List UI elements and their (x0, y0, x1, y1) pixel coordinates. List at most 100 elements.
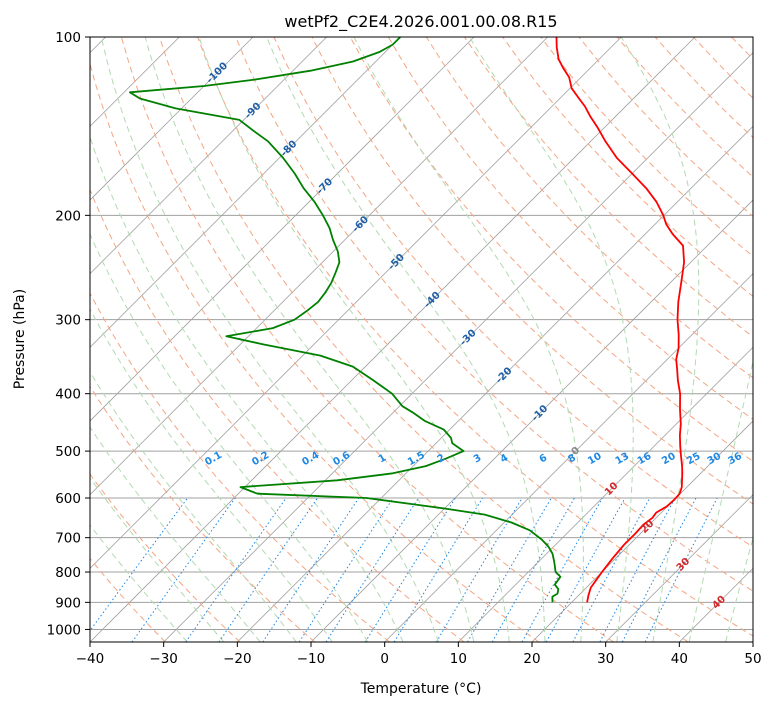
mixing-ratio-label: 20 (660, 451, 678, 468)
mixing-ratio-label: 4 (499, 453, 511, 466)
moist-adiabat (353, 37, 584, 642)
mixing-ratio-line (218, 497, 318, 642)
mixing-ratio-line (131, 497, 236, 642)
moist-adiabat (688, 358, 753, 642)
mixing-ratio-line (467, 497, 552, 642)
data-layer (129, 37, 685, 603)
y-tick-label: 500 (55, 444, 81, 460)
mixing-ratio-line (298, 497, 394, 642)
dry-adiabat (464, 37, 753, 338)
isotherm-line (458, 346, 753, 642)
isotherm-label: 40 (711, 594, 729, 612)
mixing-ratio-label: 10 (586, 451, 604, 468)
y-tick-label: 700 (55, 531, 81, 547)
mixing-ratio-line (435, 497, 523, 642)
isotherm-line (90, 37, 475, 422)
dry-adiabat (90, 188, 465, 642)
dry-adiabat (235, 37, 753, 592)
moist-adiabat (90, 426, 261, 642)
mixing-ratio-line (325, 497, 419, 642)
mixing-ratio-label: 1.5 (406, 450, 427, 468)
x-tick-label: 0 (380, 651, 389, 667)
moist-adiabat (469, 37, 634, 642)
mixing-ratio-label: 13 (614, 451, 632, 468)
x-tick-label: 30 (597, 651, 614, 667)
x-tick-label: 50 (744, 651, 761, 667)
mixing-ratio-line (262, 497, 360, 642)
mixing-ratio-line (393, 497, 483, 642)
mixing-ratio-label: 8 (566, 453, 578, 466)
moist-adiabat (90, 232, 369, 642)
x-tick-label: 20 (523, 651, 540, 667)
isotherm-label: -30 (458, 328, 479, 349)
y-tick-label: 400 (55, 387, 81, 403)
isotherm-label: -10 (530, 403, 551, 424)
isotherm-line (237, 125, 753, 642)
isotherm-line (163, 52, 753, 642)
mixing-ratio-label: 3 (472, 453, 484, 466)
isotherm-line (90, 37, 401, 348)
dry-adiabat (387, 37, 753, 420)
dry-adiabat (90, 62, 540, 642)
isotherm-line (531, 420, 753, 642)
dry-adiabat (273, 37, 753, 548)
x-tick-label: 10 (450, 651, 467, 667)
moist-adiabat (90, 135, 404, 642)
y-tick-label: 100 (55, 30, 81, 46)
mixing-ratio-label: 1 (377, 453, 389, 466)
dry-adiabat (578, 37, 753, 218)
moist-adiabat (620, 37, 700, 642)
mixing-ratio-label: 0.6 (331, 450, 352, 468)
moist-adiabat (144, 37, 475, 642)
x-tick-label: −10 (297, 651, 326, 667)
isotherm-label: -90 (243, 101, 264, 122)
isotherm-label: -60 (351, 214, 372, 235)
moist-adiabat (90, 476, 225, 642)
dry-adiabat (90, 292, 390, 642)
dry-adiabat (654, 37, 753, 139)
mixing-ratio-label: 25 (685, 451, 703, 468)
dry-adiabat (692, 37, 753, 99)
chart-title: wetPf2_C2E4.2026.001.00.08.R15 (284, 12, 557, 32)
dry-adiabat (159, 37, 689, 642)
isotherm-label: 20 (639, 518, 657, 536)
mixing-ratio-line (599, 497, 676, 642)
mixing-ratio-label: 0.1 (203, 450, 224, 468)
isotherm-label: -70 (315, 176, 336, 197)
moist-adiabat (90, 524, 188, 642)
mixing-ratio-label: 2 (436, 453, 448, 466)
plot-frame (89, 36, 754, 643)
isotherm-label: -20 (494, 366, 515, 387)
temperature-trace (555, 37, 685, 603)
mixing-ratio-line (364, 497, 456, 642)
moist-adiabat (90, 370, 297, 642)
y-tick-label: 1000 (47, 622, 81, 638)
grid-layer (90, 37, 775, 642)
mixing-ratio-line (545, 497, 626, 642)
dry-adiabat (197, 37, 753, 637)
mixing-ratio-line (572, 497, 651, 642)
dry-adiabat (90, 385, 316, 642)
axis-ticks: −40 −30 −20 −10 0 10 20 30 40 5010020030040050060… (47, 30, 762, 667)
x-tick-label: −30 (149, 651, 178, 667)
mixing-ratio-label: 0.4 (300, 450, 321, 468)
x-tick-label: −40 (76, 651, 105, 667)
y-tick-label: 300 (55, 313, 81, 329)
isotherm-line (679, 567, 753, 642)
dry-adiabat (90, 473, 241, 642)
isotherm-line (605, 494, 753, 642)
mixing-ratio-line (90, 497, 189, 632)
mixing-ratio-line (621, 497, 697, 642)
dry-adiabat (770, 37, 775, 642)
x-tick-label: −20 (223, 651, 252, 667)
dry-adiabat (311, 37, 753, 505)
y-tick-label: 600 (55, 491, 81, 507)
y-tick-label: 800 (55, 565, 81, 581)
dry-adiabat (425, 37, 753, 379)
isotherm-line (90, 37, 696, 642)
dry-adiabat (502, 37, 753, 298)
isotherm-label: -50 (386, 252, 407, 273)
isotherm-line (90, 37, 622, 569)
x-axis-label: Temperature (°C) (360, 681, 482, 697)
